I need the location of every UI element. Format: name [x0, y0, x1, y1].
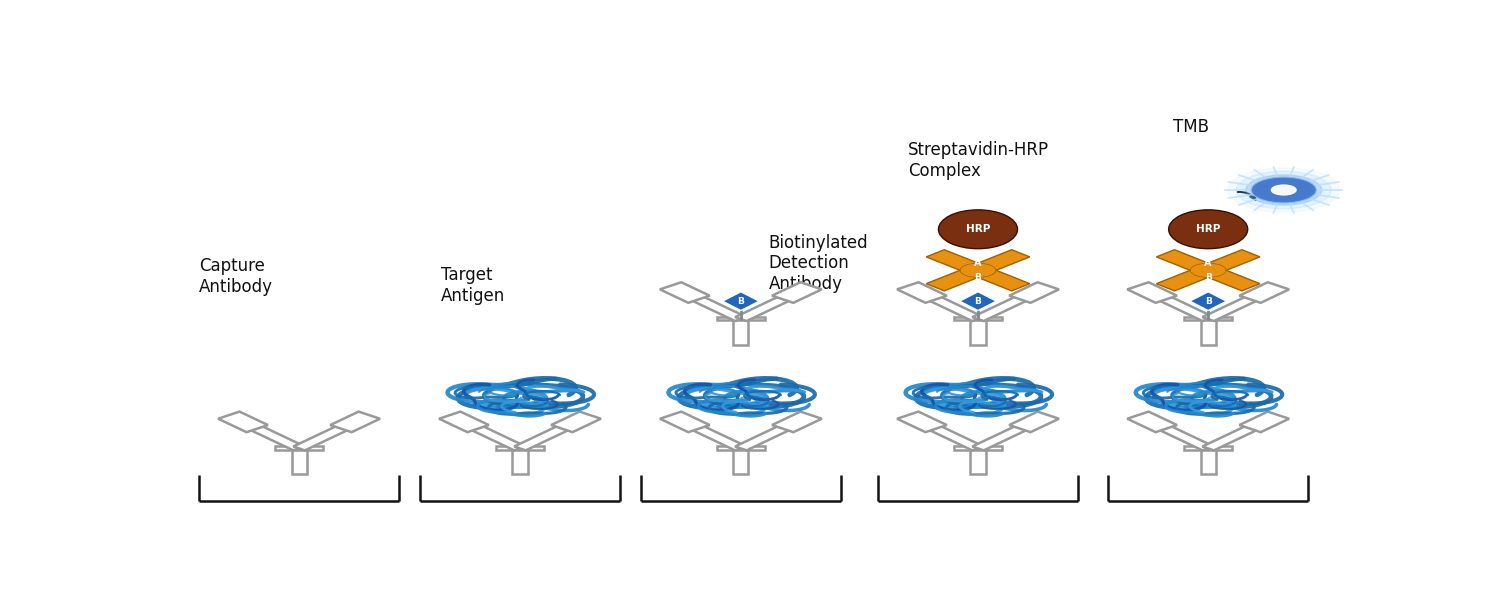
Polygon shape [1156, 250, 1216, 274]
Text: TMB: TMB [1173, 118, 1209, 136]
Text: Biotinylated
Detection
Antibody: Biotinylated Detection Antibody [768, 233, 868, 293]
Polygon shape [717, 446, 765, 450]
Polygon shape [1010, 412, 1059, 432]
Polygon shape [514, 420, 582, 451]
Polygon shape [969, 250, 1030, 274]
Polygon shape [926, 266, 987, 291]
Polygon shape [772, 282, 822, 303]
Text: HRP: HRP [1196, 224, 1221, 234]
Polygon shape [734, 319, 748, 344]
Polygon shape [660, 412, 710, 432]
Circle shape [1272, 185, 1296, 195]
Circle shape [1191, 263, 1225, 277]
Text: B: B [738, 296, 744, 305]
Polygon shape [954, 317, 1002, 320]
Polygon shape [291, 448, 306, 474]
Circle shape [960, 263, 996, 277]
Polygon shape [1126, 282, 1178, 303]
Text: Target
Antigen: Target Antigen [441, 266, 506, 305]
Polygon shape [550, 412, 602, 432]
Polygon shape [734, 448, 748, 474]
Text: HRP: HRP [966, 224, 990, 234]
Polygon shape [1146, 420, 1214, 451]
Polygon shape [237, 420, 304, 451]
Ellipse shape [1168, 210, 1248, 248]
Polygon shape [1184, 317, 1233, 320]
Polygon shape [440, 412, 489, 432]
Text: Streptavidin-HRP
Complex: Streptavidin-HRP Complex [908, 141, 1050, 180]
Polygon shape [972, 420, 1040, 451]
Polygon shape [1146, 290, 1214, 321]
Polygon shape [1239, 282, 1288, 303]
Polygon shape [1198, 266, 1260, 291]
Polygon shape [513, 448, 528, 474]
Polygon shape [970, 319, 986, 344]
Text: A: A [1204, 258, 1212, 268]
Polygon shape [916, 420, 984, 451]
Polygon shape [1156, 266, 1216, 291]
Polygon shape [1184, 446, 1233, 450]
Polygon shape [660, 282, 710, 303]
Polygon shape [1010, 282, 1059, 303]
Text: A: A [975, 258, 981, 268]
Polygon shape [1200, 448, 1215, 474]
Polygon shape [1198, 250, 1260, 274]
Polygon shape [972, 290, 1040, 321]
Polygon shape [1203, 290, 1270, 321]
Polygon shape [735, 420, 802, 451]
Circle shape [1251, 177, 1317, 203]
Polygon shape [969, 266, 1030, 291]
Polygon shape [330, 412, 380, 432]
Polygon shape [217, 412, 268, 432]
Circle shape [1256, 179, 1311, 201]
Polygon shape [897, 412, 946, 432]
Polygon shape [735, 290, 802, 321]
Polygon shape [680, 420, 747, 451]
Polygon shape [723, 292, 759, 310]
Polygon shape [1203, 420, 1270, 451]
Polygon shape [926, 250, 987, 274]
Polygon shape [274, 446, 324, 450]
Text: B: B [1204, 296, 1212, 305]
Polygon shape [1200, 319, 1215, 344]
Polygon shape [1126, 412, 1178, 432]
Polygon shape [954, 446, 1002, 450]
Polygon shape [970, 448, 986, 474]
Polygon shape [772, 412, 822, 432]
Polygon shape [294, 420, 362, 451]
Polygon shape [458, 420, 526, 451]
Text: B: B [975, 296, 981, 305]
Polygon shape [916, 290, 984, 321]
Text: B: B [1204, 273, 1212, 282]
Polygon shape [496, 446, 544, 450]
Polygon shape [960, 292, 996, 310]
Text: Capture
Antibody: Capture Antibody [200, 257, 273, 296]
Circle shape [1236, 171, 1330, 209]
Polygon shape [1239, 412, 1288, 432]
Polygon shape [717, 317, 765, 320]
Text: B: B [975, 273, 981, 282]
Polygon shape [1190, 292, 1227, 310]
Circle shape [1246, 175, 1322, 205]
Polygon shape [897, 282, 946, 303]
Ellipse shape [939, 210, 1017, 248]
Circle shape [1228, 168, 1340, 212]
Polygon shape [680, 290, 747, 321]
